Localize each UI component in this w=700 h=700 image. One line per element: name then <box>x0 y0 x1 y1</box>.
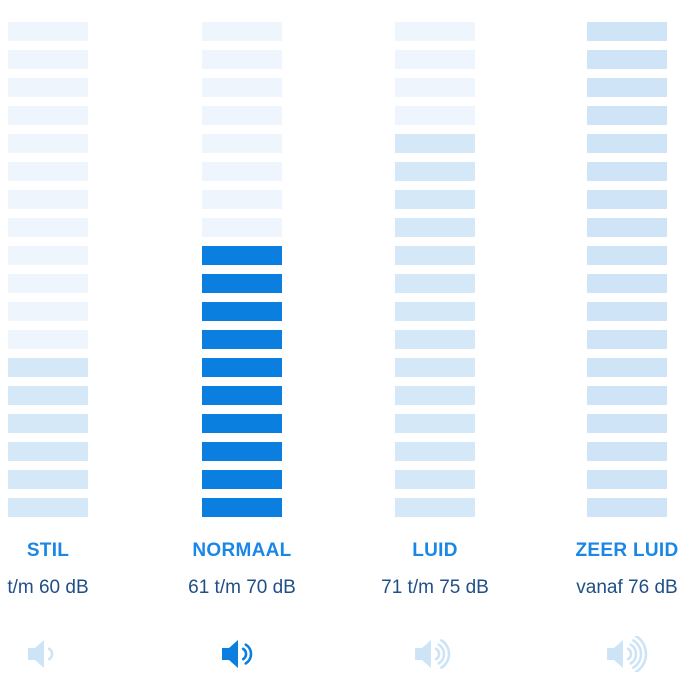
level-segment <box>8 330 88 349</box>
level-segment <box>587 330 667 349</box>
level-segment <box>587 22 667 41</box>
level-segment <box>8 358 88 377</box>
level-segment <box>587 246 667 265</box>
speaker-two-waves-icon <box>220 636 276 672</box>
level-segment <box>587 274 667 293</box>
level-segment <box>587 302 667 321</box>
level-segment <box>8 386 88 405</box>
speaker-one-wave-icon <box>26 636 82 672</box>
level-segment <box>395 302 475 321</box>
level-segment <box>8 106 88 125</box>
level-segment <box>8 78 88 97</box>
level-segment <box>202 134 282 153</box>
level-segment <box>395 134 475 153</box>
level-segment <box>8 470 88 489</box>
level-meter <box>395 22 475 518</box>
level-segment <box>395 50 475 69</box>
level-label: LUID <box>412 540 458 561</box>
level-segment <box>395 330 475 349</box>
level-range: 61 t/m 70 dB <box>188 577 296 598</box>
level-label: STIL <box>26 540 70 561</box>
level-segment <box>8 246 88 265</box>
level-segment <box>8 274 88 293</box>
level-segment <box>8 498 88 517</box>
level-meter <box>202 22 282 518</box>
level-segment <box>395 22 475 41</box>
level-range: vanaf 76 dB <box>576 577 678 598</box>
level-segment <box>395 498 475 517</box>
level-segment <box>8 134 88 153</box>
level-segment <box>202 470 282 489</box>
level-column-normaal[interactable]: NORMAAL 61 t/m 70 dB <box>157 0 327 700</box>
level-label: NORMAAL <box>192 540 292 561</box>
level-range: t/m 60 dB <box>7 577 89 598</box>
level-segment <box>202 22 282 41</box>
level-segment <box>395 442 475 461</box>
level-segment <box>202 78 282 97</box>
level-segment <box>587 218 667 237</box>
level-segment <box>8 302 88 321</box>
level-segment <box>395 358 475 377</box>
level-segment <box>202 442 282 461</box>
level-segment <box>202 106 282 125</box>
level-segment <box>202 358 282 377</box>
level-segment <box>587 106 667 125</box>
level-column-stil[interactable]: STIL t/m 60 dB <box>0 0 133 700</box>
level-segment <box>587 414 667 433</box>
level-segment <box>587 134 667 153</box>
level-segment <box>587 386 667 405</box>
level-segment <box>202 274 282 293</box>
level-column-luid[interactable]: LUID 71 t/m 75 dB <box>350 0 520 700</box>
speaker-three-waves-icon <box>413 636 469 672</box>
level-segment <box>395 246 475 265</box>
level-range: 71 t/m 75 dB <box>381 577 489 598</box>
level-segment <box>395 218 475 237</box>
level-segment <box>8 442 88 461</box>
level-segment <box>395 414 475 433</box>
level-segment <box>8 414 88 433</box>
level-segment <box>587 78 667 97</box>
level-meter <box>8 22 88 518</box>
level-segment <box>202 246 282 265</box>
level-segment <box>202 498 282 517</box>
level-segment <box>587 442 667 461</box>
level-segment <box>202 386 282 405</box>
level-segment <box>202 414 282 433</box>
level-segment <box>395 386 475 405</box>
level-segment <box>8 50 88 69</box>
level-segment <box>587 358 667 377</box>
level-segment <box>202 50 282 69</box>
level-segment <box>587 470 667 489</box>
level-segment <box>587 162 667 181</box>
level-segment <box>202 218 282 237</box>
level-segment <box>587 50 667 69</box>
level-segment <box>587 190 667 209</box>
level-segment <box>8 190 88 209</box>
level-segment <box>395 78 475 97</box>
level-segment <box>8 218 88 237</box>
level-segment <box>395 162 475 181</box>
level-meter <box>587 22 667 518</box>
level-segment <box>202 302 282 321</box>
level-segment <box>587 498 667 517</box>
speaker-four-waves-icon <box>605 636 661 672</box>
level-segment <box>8 162 88 181</box>
level-segment <box>202 330 282 349</box>
level-segment <box>202 162 282 181</box>
level-segment <box>202 190 282 209</box>
level-segment <box>395 106 475 125</box>
level-segment <box>395 470 475 489</box>
level-segment <box>395 190 475 209</box>
level-column-zeer-luid[interactable]: ZEER LUID vanaf 76 dB <box>542 0 700 700</box>
level-segment <box>8 22 88 41</box>
level-segment <box>395 274 475 293</box>
level-label: ZEER LUID <box>575 540 679 561</box>
